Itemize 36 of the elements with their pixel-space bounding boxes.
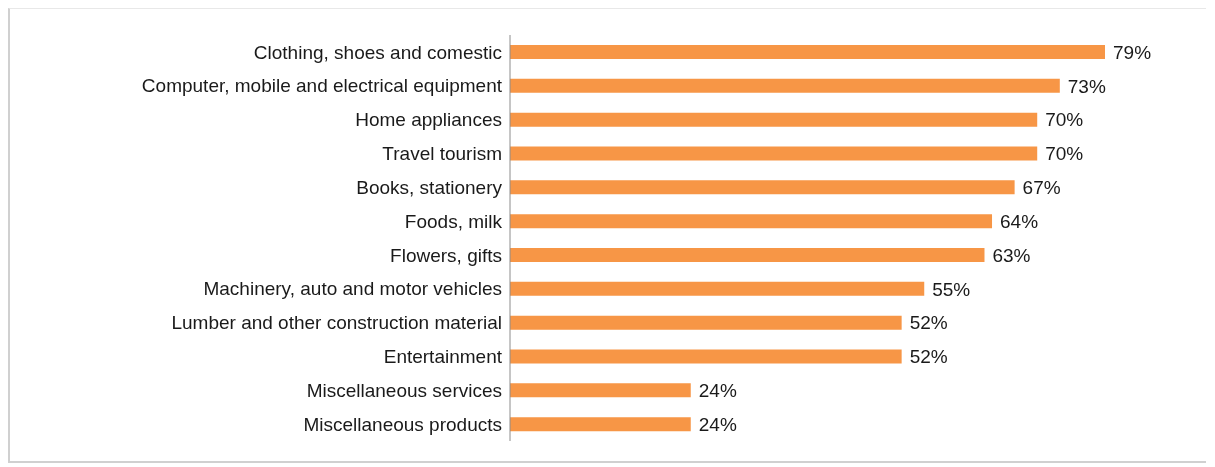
data-label: 70%: [1045, 143, 1084, 165]
y-tick-label: Miscellaneous products: [303, 413, 502, 435]
bar: [510, 349, 902, 364]
data-label: 67%: [1022, 177, 1061, 199]
bar: [510, 315, 902, 330]
y-tick-label: Flowers, gifts: [390, 244, 502, 266]
y-tick-label: Travel tourism: [382, 143, 502, 165]
data-label: 52%: [909, 312, 948, 334]
bar: [510, 417, 691, 432]
y-tick-label: Books, stationery: [356, 176, 503, 198]
data-label: 79%: [1113, 41, 1152, 63]
y-tick-label: Miscellaneous services: [306, 379, 502, 401]
bar: [510, 383, 691, 398]
y-tick-label: Foods, milk: [404, 210, 503, 232]
bar: [510, 45, 1105, 59]
data-label: 55%: [932, 278, 971, 300]
bar: [510, 180, 1015, 195]
bar: [510, 78, 1060, 93]
bar: [510, 248, 985, 262]
data-label: 73%: [1067, 75, 1106, 97]
data-label: 24%: [698, 413, 737, 435]
data-label: 24%: [698, 380, 737, 402]
y-tick-label: Machinery, auto and motor vehicles: [203, 278, 502, 300]
data-label: 70%: [1045, 109, 1084, 131]
bar: [510, 214, 993, 229]
bar: [510, 146, 1038, 161]
data-label: 63%: [992, 244, 1031, 266]
data-label: 64%: [1000, 210, 1039, 232]
y-tick-label: Lumber and other construction material: [171, 312, 502, 334]
y-tick-label: Clothing, shoes and comestic: [253, 41, 502, 63]
bar: [510, 281, 925, 296]
y-tick-label: Home appliances: [355, 109, 502, 131]
y-tick-label: Computer, mobile and electrical equipment: [141, 75, 503, 97]
bar: [510, 112, 1038, 127]
data-label: 52%: [909, 346, 948, 368]
y-tick-label: Entertainment: [383, 346, 503, 368]
